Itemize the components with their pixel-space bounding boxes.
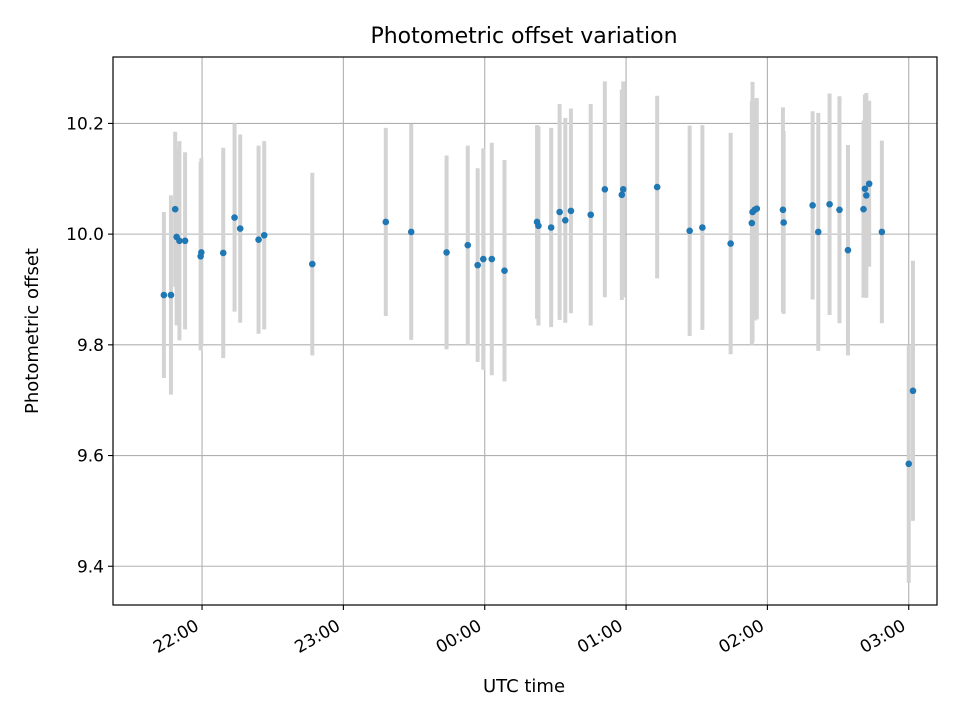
data-points — [160, 180, 917, 468]
data-point — [601, 185, 609, 193]
data-point — [567, 207, 575, 215]
data-point — [547, 224, 555, 231]
y-axis-label: Photometric offset — [22, 248, 43, 414]
data-point — [844, 246, 852, 254]
data-point — [727, 240, 734, 247]
data-point — [699, 224, 706, 231]
data-point — [480, 255, 487, 263]
data-point — [836, 206, 843, 214]
data-point — [535, 222, 542, 230]
data-point — [826, 200, 833, 208]
data-point — [863, 192, 870, 199]
data-point — [171, 205, 179, 213]
data-point — [382, 218, 390, 226]
data-point — [860, 205, 867, 213]
data-point — [619, 185, 627, 193]
data-point — [618, 191, 626, 199]
data-point — [753, 205, 761, 212]
data-point — [176, 237, 183, 245]
data-point — [160, 291, 168, 299]
data-point — [236, 225, 244, 232]
data-point — [181, 237, 189, 245]
chart-title: Photometric offset variation — [370, 24, 677, 49]
y-tick-label: 9.4 — [77, 557, 104, 577]
data-point — [407, 228, 415, 236]
data-point — [464, 241, 472, 249]
x-axis-label: UTC time — [483, 676, 565, 697]
data-point — [779, 206, 787, 214]
data-point — [556, 208, 563, 216]
y-tick-label: 9.8 — [77, 336, 104, 356]
data-point — [809, 202, 816, 209]
data-point — [219, 249, 227, 257]
y-tick-label: 10.0 — [66, 225, 104, 245]
data-point — [653, 183, 661, 191]
data-point — [198, 249, 205, 256]
data-point — [255, 236, 262, 243]
data-point — [260, 231, 268, 239]
y-tick-label: 9.6 — [77, 447, 104, 467]
data-point — [488, 255, 496, 263]
data-point — [167, 291, 175, 299]
data-point — [308, 260, 316, 268]
data-point — [814, 228, 822, 236]
data-point — [474, 261, 481, 269]
data-point — [909, 387, 917, 395]
data-point — [780, 219, 787, 226]
y-axis: 9.4 9.6 9.8 10.0 10.2 — [66, 114, 113, 577]
data-point — [561, 216, 569, 224]
data-point — [587, 211, 595, 219]
data-point — [686, 227, 693, 235]
data-point — [861, 185, 869, 193]
plot-area-frame — [112, 56, 938, 606]
y-tick-label: 10.2 — [66, 114, 104, 134]
data-point — [443, 249, 450, 256]
data-point — [865, 180, 873, 188]
data-point — [905, 460, 913, 468]
data-point — [878, 228, 886, 236]
data-point — [748, 219, 756, 227]
data-point — [231, 214, 238, 221]
data-point — [501, 267, 508, 274]
